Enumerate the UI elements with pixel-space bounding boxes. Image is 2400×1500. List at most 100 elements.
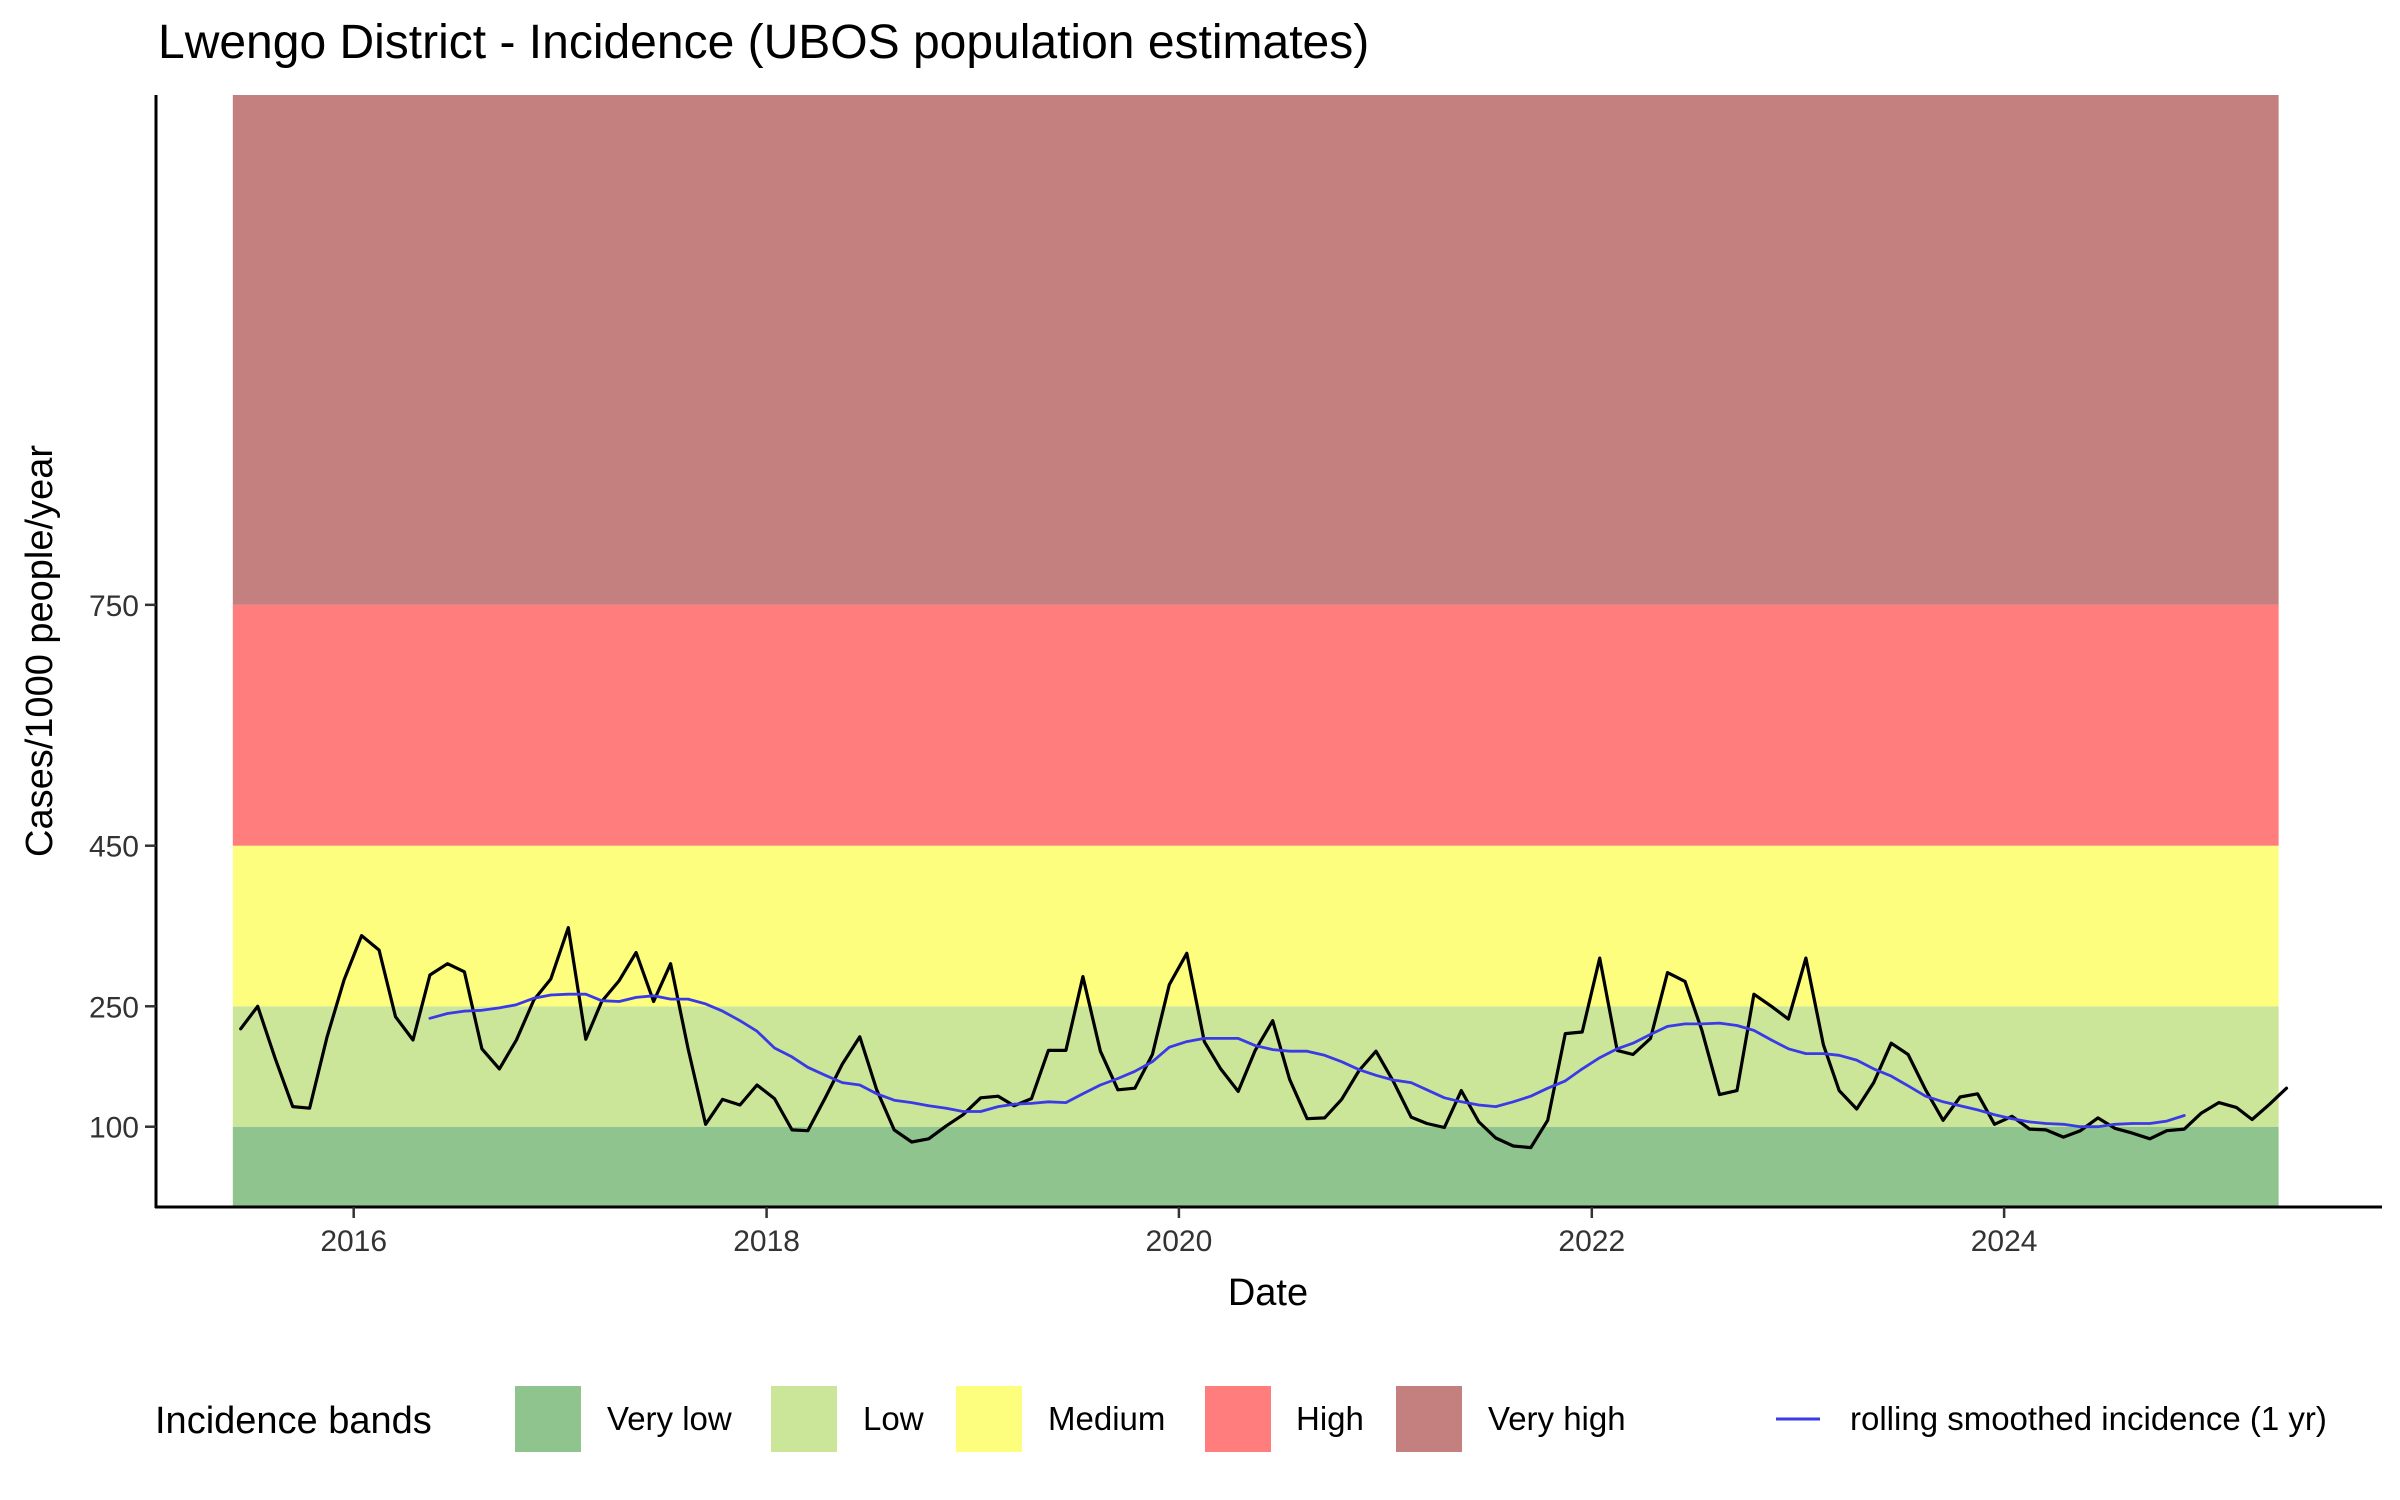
point-rolling-96	[2079, 1125, 2082, 1128]
point-rolling-78	[1770, 1038, 1773, 1042]
y-tick-label-750: 750	[89, 590, 139, 623]
point-rolling-56	[1392, 1078, 1395, 1082]
point-rolling-80	[1804, 1052, 1808, 1055]
point-monthly-13	[463, 970, 466, 973]
point-rolling-34	[1012, 1103, 1016, 1106]
point-monthly-59	[1254, 1049, 1257, 1052]
point-rolling-29	[927, 1104, 930, 1108]
point-rolling-21	[790, 1055, 794, 1059]
y-tick-label-100: 100	[89, 1112, 139, 1145]
point-monthly-109	[2113, 1127, 2116, 1130]
point-monthly-117	[2250, 1118, 2254, 1121]
point-monthly-92	[1822, 1043, 1825, 1047]
x-tick-label-2016: 2016	[320, 1225, 387, 1258]
point-rolling-88	[1941, 1100, 1945, 1104]
point-rolling-33	[997, 1105, 1000, 1108]
point-rolling-28	[910, 1101, 913, 1104]
legend-key-high	[1205, 1386, 1271, 1452]
point-rolling-97	[2096, 1125, 2100, 1128]
point-monthly-63	[1323, 1116, 1326, 1120]
point-monthly-16	[515, 1038, 518, 1042]
point-rolling-1	[446, 1012, 449, 1015]
point-monthly-40	[927, 1137, 930, 1141]
band-medium	[232, 845, 2279, 1007]
point-monthly-2	[274, 1057, 277, 1060]
point-monthly-41	[945, 1124, 948, 1128]
point-monthly-34	[824, 1096, 827, 1100]
point-rolling-10	[600, 999, 603, 1002]
point-rolling-91	[1993, 1113, 1996, 1116]
point-rolling-95	[2062, 1123, 2065, 1126]
point-rolling-12	[634, 996, 638, 999]
point-monthly-29	[738, 1103, 742, 1107]
point-monthly-72	[1477, 1120, 1481, 1124]
point-rolling-99	[2131, 1122, 2134, 1125]
point-monthly-10	[411, 1038, 415, 1042]
point-rolling-61	[1477, 1103, 1481, 1107]
point-monthly-74	[1512, 1144, 1515, 1148]
point-monthly-38	[893, 1128, 896, 1132]
point-rolling-81	[1822, 1052, 1825, 1055]
point-monthly-113	[2183, 1127, 2186, 1131]
point-rolling-14	[669, 997, 672, 1001]
point-rolling-17	[721, 1009, 724, 1013]
point-rolling-49	[1271, 1048, 1274, 1051]
point-rolling-83	[1855, 1058, 1858, 1062]
legend-label-medium: Medium	[1048, 1400, 1165, 1437]
point-rolling-4	[498, 1006, 501, 1010]
point-rolling-92	[2010, 1117, 2014, 1120]
point-monthly-36	[858, 1035, 861, 1039]
point-monthly-112	[2165, 1129, 2168, 1132]
point-monthly-15	[498, 1067, 501, 1071]
point-monthly-47	[1047, 1049, 1050, 1052]
point-monthly-88	[1752, 993, 1756, 996]
point-rolling-100	[2148, 1122, 2152, 1125]
y-axis-ticks: 100 250 450 750	[89, 590, 156, 1145]
point-monthly-46	[1030, 1097, 1033, 1100]
x-tick-label-2024: 2024	[1971, 1225, 2038, 1258]
x-tick-label-2022: 2022	[1558, 1225, 1625, 1258]
point-monthly-26	[686, 1047, 690, 1051]
y-tick-label-250: 250	[89, 991, 139, 1024]
point-monthly-31	[773, 1097, 776, 1100]
legend-label-low: Low	[863, 1400, 924, 1437]
point-rolling-65	[1546, 1087, 1549, 1090]
point-rolling-7	[549, 993, 552, 997]
point-rolling-23	[824, 1074, 827, 1077]
point-rolling-102	[2183, 1114, 2186, 1117]
point-monthly-94	[1855, 1107, 1858, 1111]
point-monthly-20	[584, 1038, 587, 1041]
point-rolling-32	[979, 1110, 982, 1113]
point-monthly-101	[1976, 1092, 1979, 1096]
point-rolling-36	[1047, 1100, 1050, 1104]
x-tick-label-2020: 2020	[1146, 1225, 1213, 1258]
legend-key-low	[771, 1386, 837, 1452]
point-rolling-43	[1168, 1046, 1171, 1049]
legend-title: Incidence bands	[155, 1400, 432, 1442]
point-rolling-11	[618, 1000, 621, 1003]
point-monthly-11	[428, 973, 432, 977]
point-monthly-5	[325, 1035, 329, 1039]
point-monthly-54	[1168, 983, 1171, 986]
point-monthly-76	[1546, 1119, 1549, 1122]
point-rolling-73	[1683, 1022, 1687, 1026]
point-monthly-66	[1374, 1050, 1378, 1053]
point-rolling-13	[652, 994, 655, 997]
legend-key-very-low	[515, 1386, 581, 1452]
point-monthly-106	[2062, 1135, 2065, 1139]
point-rolling-19	[755, 1030, 759, 1033]
point-monthly-7	[360, 934, 363, 937]
point-rolling-79	[1787, 1047, 1790, 1051]
point-monthly-90	[1787, 1017, 1790, 1021]
point-monthly-61	[1288, 1078, 1291, 1081]
y-tick-label-450: 450	[89, 831, 139, 864]
point-monthly-116	[2235, 1106, 2238, 1109]
point-rolling-58	[1425, 1088, 1429, 1092]
point-rolling-64	[1529, 1095, 1533, 1098]
point-rolling-6	[532, 997, 536, 1000]
point-rolling-27	[893, 1099, 896, 1102]
point-rolling-71	[1649, 1033, 1652, 1036]
point-rolling-26	[875, 1092, 878, 1096]
series-line-monthly	[239, 925, 2289, 1150]
point-monthly-77	[1564, 1032, 1567, 1035]
